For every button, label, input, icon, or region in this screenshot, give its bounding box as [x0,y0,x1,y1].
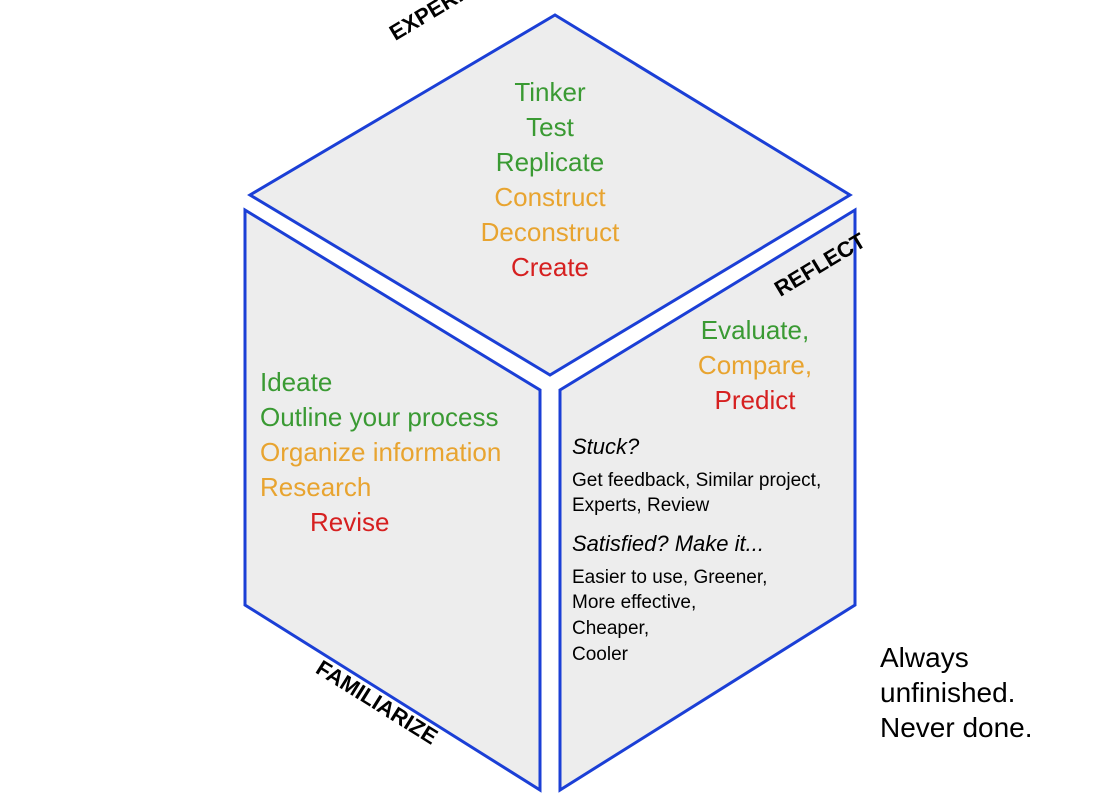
stuck-answer: Get feedback, Similar project, Experts, … [572,468,842,519]
experience-list-item: Construct [430,180,670,215]
experience-list-item: Replicate [430,145,670,180]
reflect-list-item: Predict [665,383,845,418]
reflect-items: Evaluate,Compare,Predict [665,313,845,418]
familiarize-list-item: Outline your process [260,400,540,435]
experience-list-item: Deconstruct [430,215,670,250]
experience-items: TinkerTestReplicateConstructDeconstructC… [430,75,670,286]
satisfied-question: Satisfied? Make it... [572,529,842,559]
familiarize-list-item: Revise [260,505,540,540]
experience-list-item: Create [430,250,670,285]
satisfied-answer: Easier to use, Greener,More effective,Ch… [572,565,842,668]
experience-list-item: Test [430,110,670,145]
reflect-list-item: Compare, [665,348,845,383]
familiarize-list-item: Organize information [260,435,540,470]
stuck-question: Stuck? [572,432,842,462]
experience-list-item: Tinker [430,75,670,110]
familiarize-items: IdeateOutline your processOrganize infor… [260,365,540,540]
tagline-text: Alwaysunfinished.Never done. [880,640,1033,745]
familiarize-list-item: Research [260,470,540,505]
reflect-prompts: Stuck? Get feedback, Similar project, Ex… [572,432,842,677]
cube-diagram: EXPERIENCE REFLECT FAMILIARIZE TinkerTes… [0,0,1113,800]
familiarize-list-item: Ideate [260,365,540,400]
reflect-list-item: Evaluate, [665,313,845,348]
